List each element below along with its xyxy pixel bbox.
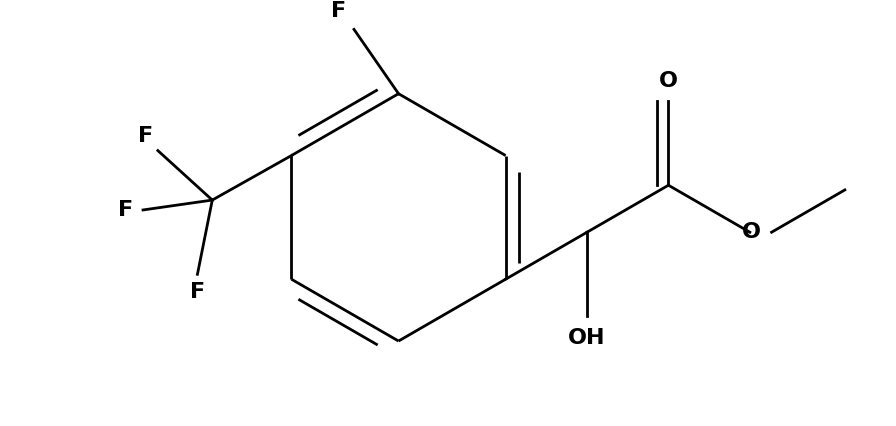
Text: O: O: [659, 71, 678, 91]
Text: F: F: [331, 1, 346, 21]
Text: F: F: [118, 200, 134, 220]
Text: F: F: [138, 126, 153, 146]
Text: F: F: [190, 282, 205, 302]
Text: OH: OH: [568, 328, 606, 348]
Text: O: O: [742, 222, 762, 242]
